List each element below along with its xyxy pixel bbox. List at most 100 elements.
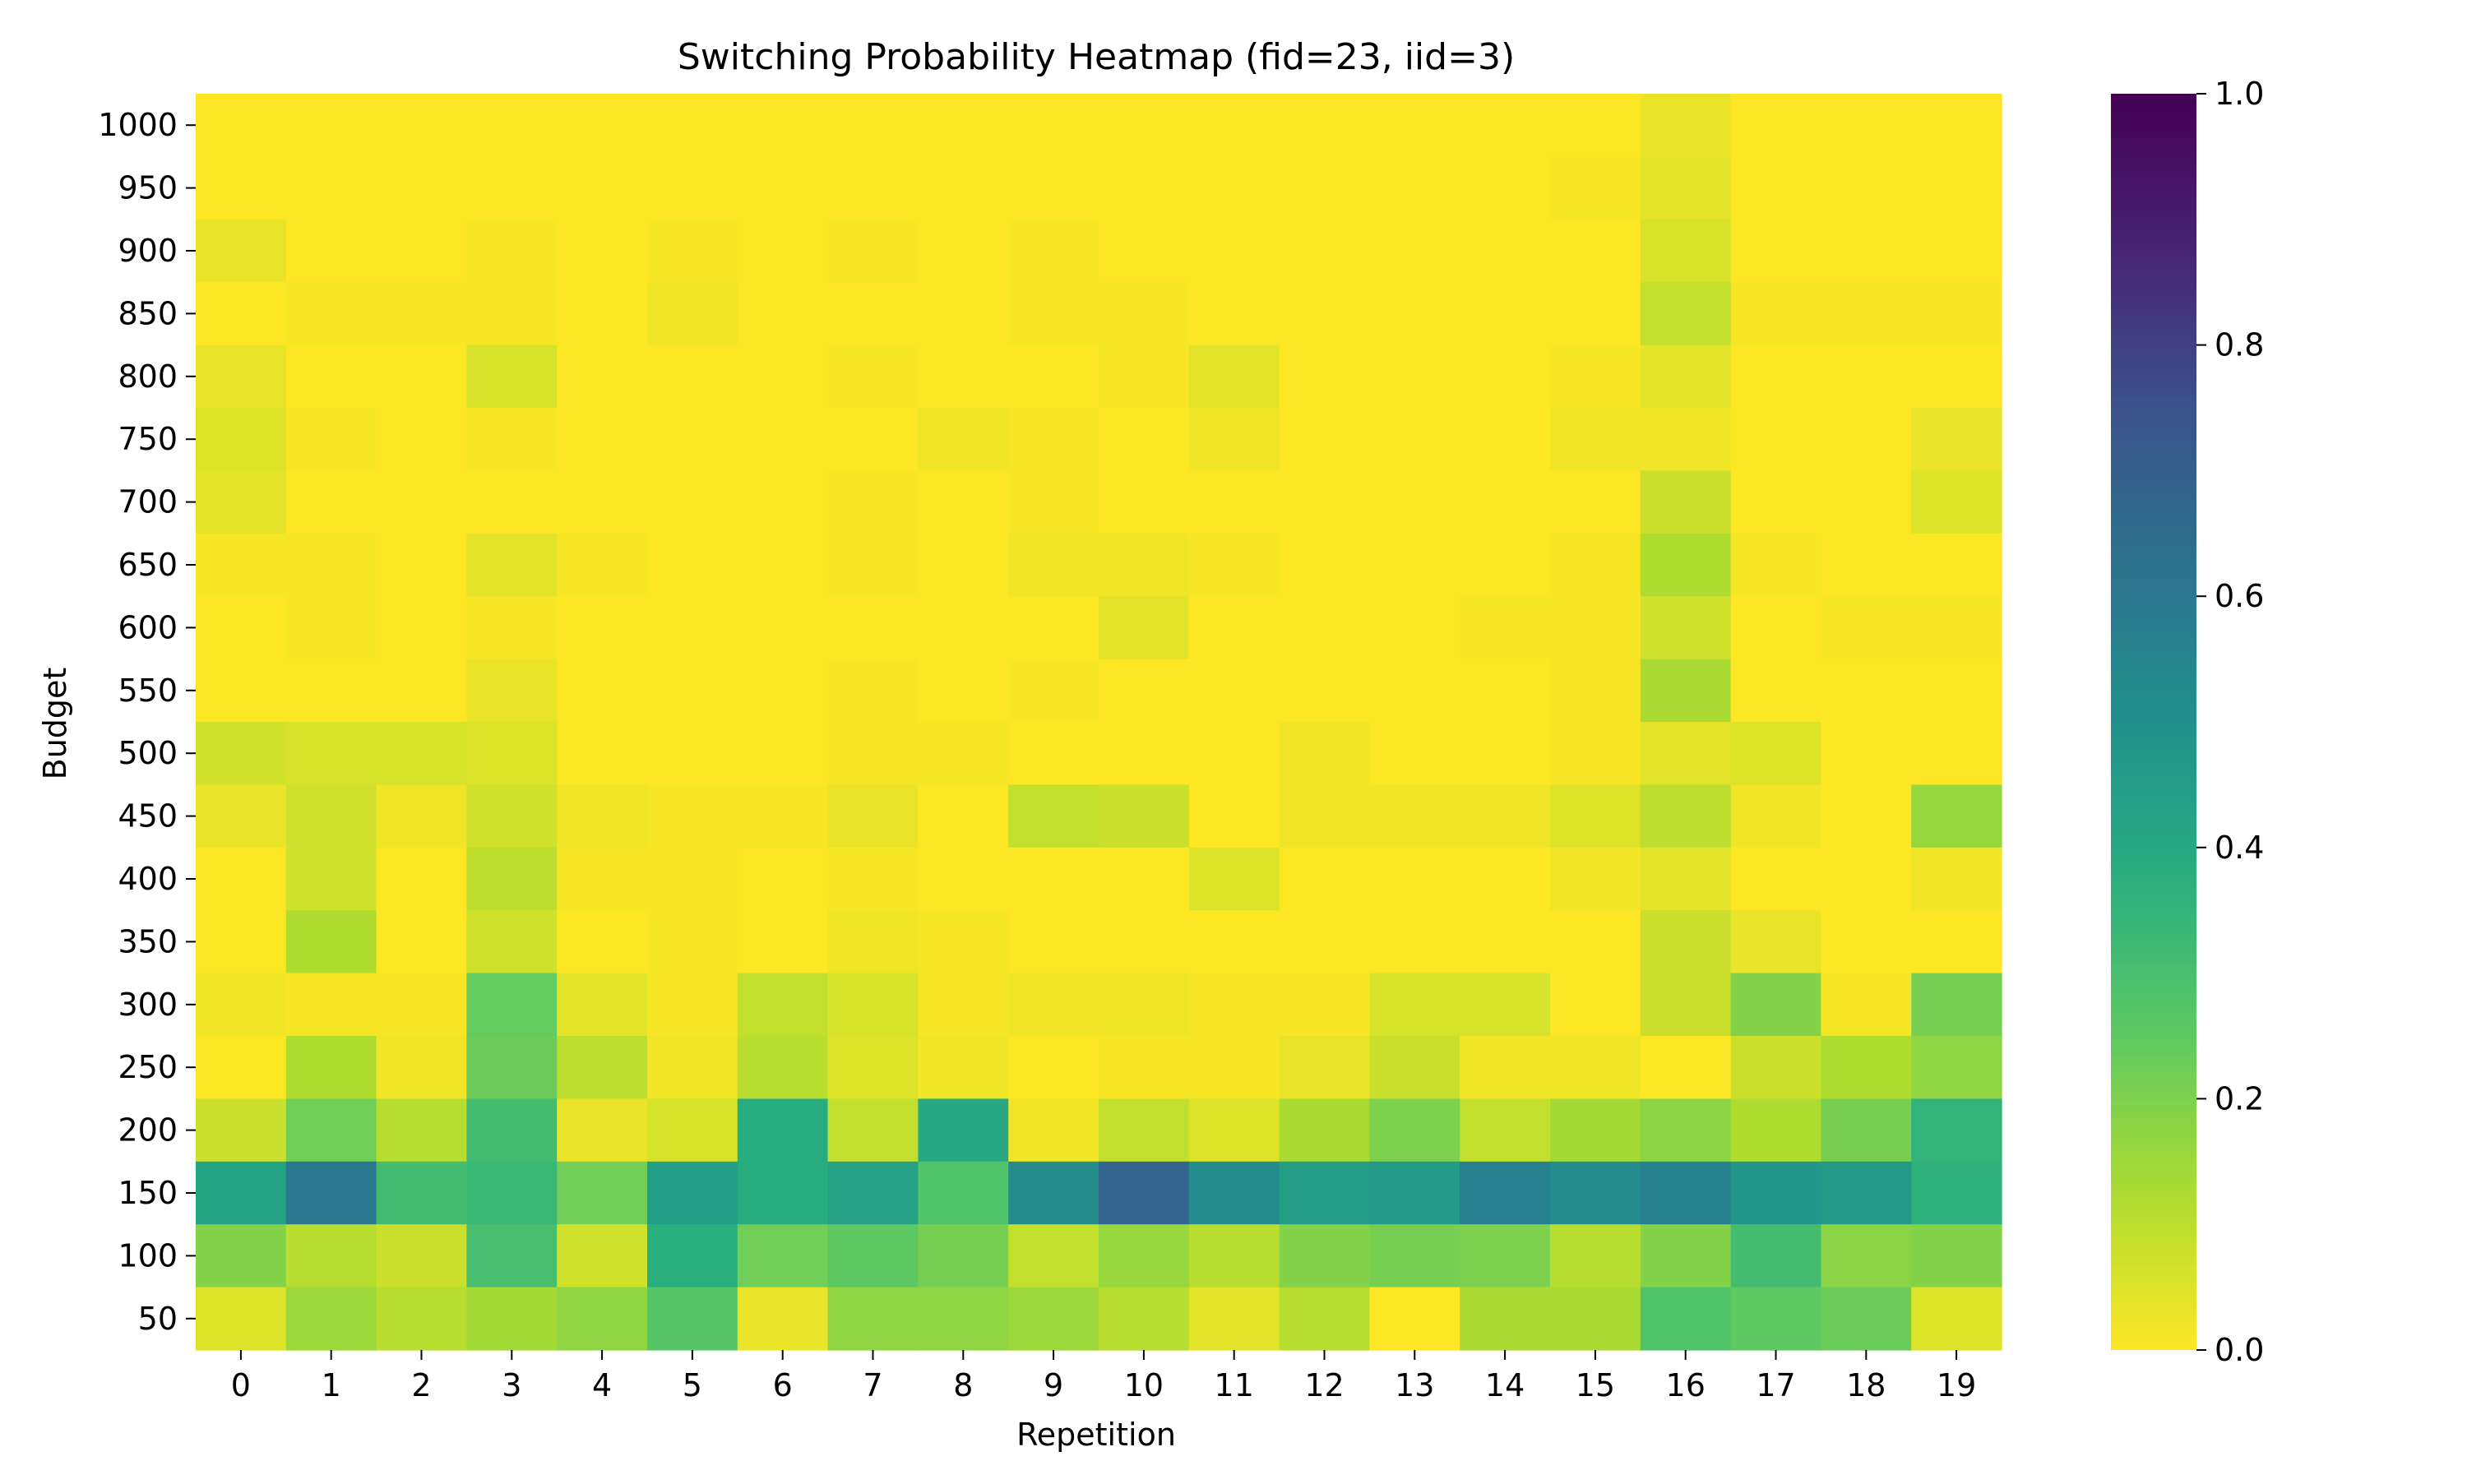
heatmap-cell-950-19	[1911, 156, 2002, 220]
heatmap-cell-700-3	[466, 470, 558, 534]
heatmap-cell-650-16	[1640, 533, 1732, 597]
heatmap-cell-200-17	[1730, 1098, 1821, 1163]
heatmap-cell-350-15	[1550, 910, 1641, 974]
heatmap-cell-800-5	[647, 344, 738, 409]
heatmap-cell-50-8	[918, 1287, 1009, 1351]
heatmap-cell-300-3	[466, 973, 558, 1037]
heatmap-cell-750-16	[1640, 408, 1732, 471]
heatmap-cell-900-15	[1550, 219, 1641, 283]
heatmap-cell-1000-9	[1008, 94, 1099, 157]
heatmap-cell-100-2	[376, 1224, 467, 1288]
y-tick-label: 650	[118, 547, 178, 583]
heatmap-cell-750-12	[1279, 408, 1370, 471]
heatmap-cell-1000-5	[647, 94, 738, 157]
heatmap-cell-850-14	[1460, 282, 1551, 346]
heatmap-cell-500-4	[557, 722, 648, 785]
heatmap-cell-950-7	[827, 156, 919, 220]
heatmap-cell-700-12	[1279, 470, 1370, 534]
heatmap-cell-750-10	[1099, 408, 1190, 471]
heatmap-cell-750-15	[1550, 408, 1641, 471]
heatmap-cell-300-9	[1008, 973, 1099, 1037]
heatmap-cell-800-17	[1730, 344, 1821, 409]
heatmap-cell-450-16	[1640, 784, 1732, 848]
heatmap-cell-800-12	[1279, 344, 1370, 409]
heatmap-cell-200-1	[285, 1098, 377, 1163]
heatmap-cell-900-4	[557, 219, 648, 283]
heatmap-cell-550-13	[1369, 659, 1460, 723]
heatmap-cell-650-4	[557, 533, 648, 597]
heatmap-cell-900-13	[1369, 219, 1460, 283]
heatmap-cell-150-0	[196, 1161, 287, 1225]
x-tick-label: 0	[231, 1367, 251, 1403]
heatmap-cell-100-17	[1730, 1224, 1821, 1288]
heatmap-cell-800-2	[376, 344, 467, 409]
heatmap-cell-950-3	[466, 156, 558, 220]
heatmap-cell-550-1	[285, 659, 377, 723]
heatmap-cell-150-19	[1911, 1161, 2002, 1225]
heatmap-cell-900-7	[827, 219, 919, 283]
heatmap-cell-900-0	[196, 219, 287, 283]
heatmap-cell-350-6	[737, 910, 829, 974]
heatmap-cell-900-3	[466, 219, 558, 283]
heatmap-cell-50-12	[1279, 1287, 1370, 1351]
heatmap-cell-100-16	[1640, 1224, 1732, 1288]
heatmap-cell-150-12	[1279, 1161, 1370, 1225]
heatmap-cell-650-13	[1369, 533, 1460, 597]
x-tick-label: 6	[773, 1367, 793, 1403]
heatmap-cell-250-4	[557, 1036, 648, 1099]
heatmap-cell-400-1	[285, 847, 377, 911]
heatmap-cell-50-17	[1730, 1287, 1821, 1351]
heatmap-cell-350-3	[466, 910, 558, 974]
heatmap-cell-450-10	[1099, 784, 1190, 848]
y-tick-label: 450	[118, 798, 178, 834]
heatmap-cell-50-2	[376, 1287, 467, 1351]
heatmap-cell-200-5	[647, 1098, 738, 1163]
heatmap-cell-750-11	[1188, 408, 1280, 471]
heatmap-cell-300-15	[1550, 973, 1641, 1037]
heatmap-cell-500-8	[918, 722, 1009, 785]
heatmap-cell-400-15	[1550, 847, 1641, 911]
heatmap-cell-450-17	[1730, 784, 1821, 848]
heatmap-cell-950-9	[1008, 156, 1099, 220]
heatmap-cell-700-19	[1911, 470, 2002, 534]
heatmap-cell-50-11	[1188, 1287, 1280, 1351]
heatmap-cell-850-17	[1730, 282, 1821, 346]
heatmap-cell-350-16	[1640, 910, 1732, 974]
y-tick-label: 100	[118, 1237, 178, 1274]
heatmap-cell-150-6	[737, 1161, 829, 1225]
heatmap-cell-1000-7	[827, 94, 919, 157]
heatmap-cell-1000-4	[557, 94, 648, 157]
heatmap-cell-200-19	[1911, 1098, 2002, 1163]
heatmap-cell-700-18	[1821, 470, 1912, 534]
heatmap-cell-800-0	[196, 344, 287, 409]
heatmap-cell-200-13	[1369, 1098, 1460, 1163]
y-tick-label: 550	[118, 673, 178, 709]
heatmap-cell-350-4	[557, 910, 648, 974]
heatmap-cell-750-0	[196, 408, 287, 471]
heatmap-cell-400-9	[1008, 847, 1099, 911]
heatmap-cell-750-13	[1369, 408, 1460, 471]
heatmap-cell-950-11	[1188, 156, 1280, 220]
heatmap-cell-100-18	[1821, 1224, 1912, 1288]
heatmap-cell-400-13	[1369, 847, 1460, 911]
heatmap-cell-400-5	[647, 847, 738, 911]
heatmap-cell-250-5	[647, 1036, 738, 1099]
heatmap-cell-400-6	[737, 847, 829, 911]
x-tick-label: 11	[1215, 1367, 1254, 1403]
heatmap-cell-250-12	[1279, 1036, 1370, 1099]
heatmap-cell-300-5	[647, 973, 738, 1037]
heatmap-cell-700-7	[827, 470, 919, 534]
heatmap-cell-700-16	[1640, 470, 1732, 534]
x-tick-label: 18	[1846, 1367, 1886, 1403]
heatmap-cell-200-10	[1099, 1098, 1190, 1163]
heatmap-cell-900-2	[376, 219, 467, 283]
heatmap-cell-200-15	[1550, 1098, 1641, 1163]
heatmap-cell-850-19	[1911, 282, 2002, 346]
heatmap-cell-200-6	[737, 1098, 829, 1163]
colorbar-tick-label: 1.0	[2215, 76, 2264, 112]
heatmap-cell-300-10	[1099, 973, 1190, 1037]
heatmap-cell-100-1	[285, 1224, 377, 1288]
heatmap-cell-300-6	[737, 973, 829, 1037]
heatmap-cell-250-13	[1369, 1036, 1460, 1099]
